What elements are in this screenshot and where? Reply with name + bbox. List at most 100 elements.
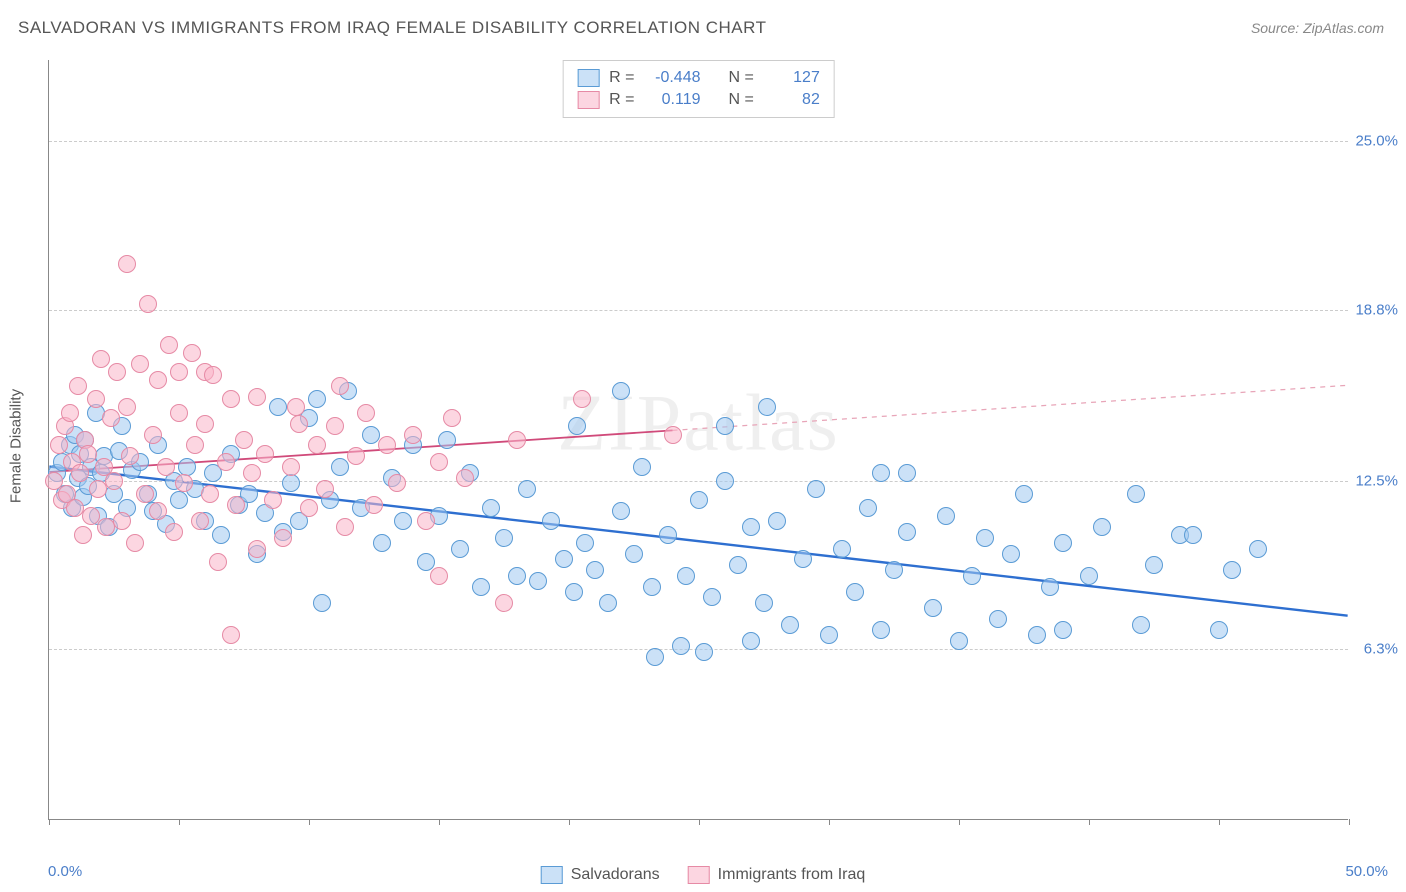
scatter-point	[963, 567, 981, 585]
scatter-point	[677, 567, 695, 585]
n-value-salvadorans: 127	[764, 69, 820, 87]
scatter-point	[443, 409, 461, 427]
scatter-point	[92, 350, 110, 368]
scatter-point	[859, 499, 877, 517]
scatter-point	[1093, 518, 1111, 536]
scatter-point	[394, 512, 412, 530]
x-tick	[309, 819, 310, 825]
scatter-point	[625, 545, 643, 563]
scatter-point	[79, 445, 97, 463]
scatter-point	[222, 390, 240, 408]
scatter-point	[1223, 561, 1241, 579]
correlation-legend: R = -0.448 N = 127 R = 0.119 N = 82	[562, 60, 835, 118]
x-axis-end-label: 50.0%	[1345, 863, 1388, 880]
scatter-point	[287, 398, 305, 416]
scatter-point	[586, 561, 604, 579]
scatter-point	[529, 572, 547, 590]
scatter-point	[264, 491, 282, 509]
scatter-point	[794, 550, 812, 568]
scatter-point	[573, 390, 591, 408]
series-legend: Salvadorans Immigrants from Iraq	[541, 866, 866, 884]
scatter-point	[102, 409, 120, 427]
scatter-point	[170, 404, 188, 422]
scatter-point	[170, 491, 188, 509]
scatter-point	[105, 472, 123, 490]
scatter-point	[472, 578, 490, 596]
scatter-point	[222, 626, 240, 644]
scatter-point	[212, 526, 230, 544]
scatter-point	[196, 415, 214, 433]
scatter-point	[347, 447, 365, 465]
scatter-point	[950, 632, 968, 650]
n-label: N =	[729, 91, 754, 109]
scatter-point	[1054, 621, 1072, 639]
scatter-point	[664, 426, 682, 444]
scatter-point	[672, 637, 690, 655]
chart-title: SALVADORAN VS IMMIGRANTS FROM IRAQ FEMAL…	[18, 18, 767, 38]
scatter-point	[1210, 621, 1228, 639]
x-axis-start-label: 0.0%	[48, 863, 82, 880]
scatter-point	[1041, 578, 1059, 596]
scatter-point	[209, 553, 227, 571]
scatter-point	[118, 398, 136, 416]
scatter-point	[659, 526, 677, 544]
scatter-point	[170, 363, 188, 381]
x-tick	[959, 819, 960, 825]
scatter-point	[248, 540, 266, 558]
scatter-point	[742, 518, 760, 536]
swatch-salvadorans	[577, 69, 599, 87]
swatch-salvadorans-icon	[541, 866, 563, 884]
scatter-point	[74, 526, 92, 544]
scatter-point	[282, 474, 300, 492]
scatter-point	[373, 534, 391, 552]
scatter-point	[451, 540, 469, 558]
scatter-point	[758, 398, 776, 416]
scatter-point	[201, 485, 219, 503]
scatter-point	[362, 426, 380, 444]
scatter-point	[518, 480, 536, 498]
scatter-point	[1080, 567, 1098, 585]
scatter-point	[139, 295, 157, 313]
scatter-point	[872, 621, 890, 639]
scatter-point	[183, 344, 201, 362]
x-tick	[179, 819, 180, 825]
scatter-point	[612, 502, 630, 520]
scatter-point	[313, 594, 331, 612]
scatter-point	[204, 366, 222, 384]
scatter-point	[646, 648, 664, 666]
scatter-point	[599, 594, 617, 612]
scatter-point	[633, 458, 651, 476]
scatter-point	[872, 464, 890, 482]
r-value-iraq: 0.119	[645, 91, 701, 109]
scatter-point	[508, 431, 526, 449]
legend-item-iraq: Immigrants from Iraq	[688, 866, 866, 884]
swatch-iraq-icon	[688, 866, 710, 884]
scatter-point	[565, 583, 583, 601]
x-tick	[1219, 819, 1220, 825]
scatter-point	[482, 499, 500, 517]
scatter-point	[87, 390, 105, 408]
legend-row-iraq: R = 0.119 N = 82	[577, 89, 820, 111]
scatter-point	[542, 512, 560, 530]
scatter-point	[308, 390, 326, 408]
scatter-point	[82, 507, 100, 525]
y-axis-title: Female Disability	[8, 389, 25, 503]
watermark: ZIPatlas	[557, 379, 840, 470]
scatter-point	[438, 431, 456, 449]
scatter-point	[160, 336, 178, 354]
scatter-point	[898, 464, 916, 482]
scatter-point	[326, 417, 344, 435]
scatter-point	[643, 578, 661, 596]
scatter-point	[136, 485, 154, 503]
scatter-point	[1132, 616, 1150, 634]
source-attribution: Source: ZipAtlas.com	[1251, 20, 1384, 36]
legend-item-salvadorans: Salvadorans	[541, 866, 660, 884]
scatter-point	[256, 445, 274, 463]
y-tick-label: 25.0%	[1352, 133, 1398, 150]
r-label: R =	[609, 69, 634, 87]
scatter-point	[430, 567, 448, 585]
scatter-point	[331, 377, 349, 395]
scatter-point	[807, 480, 825, 498]
gridline	[49, 141, 1348, 142]
scatter-point	[144, 426, 162, 444]
